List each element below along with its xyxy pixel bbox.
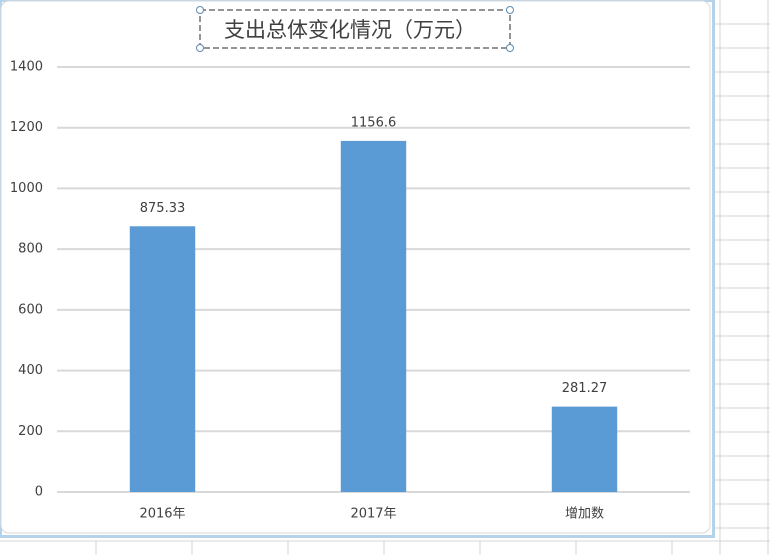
y-tick-label: 1000 <box>10 181 43 196</box>
y-tick-label: 0 <box>35 485 43 500</box>
y-tick-label: 200 <box>18 424 43 439</box>
data-label: 1156.6 <box>351 115 397 130</box>
bar <box>340 140 407 492</box>
title-selection <box>199 9 511 49</box>
bar <box>551 406 618 492</box>
chart-title[interactable]: 支出总体变化情况（万元） <box>224 18 476 42</box>
x-tick-label: 2016年 <box>139 507 185 522</box>
handle[interactable] <box>196 6 204 14</box>
y-tick-label: 1400 <box>10 60 43 75</box>
bar <box>129 226 196 492</box>
x-tick-label: 2017年 <box>350 507 396 522</box>
y-tick-label: 800 <box>18 242 43 257</box>
handle[interactable] <box>506 44 514 52</box>
y-tick-label: 600 <box>18 302 43 317</box>
x-tick-label: 增加数 <box>565 507 604 522</box>
data-label: 281.27 <box>562 381 608 396</box>
y-tick-label: 1200 <box>10 120 43 135</box>
data-label: 875.33 <box>140 201 186 216</box>
handle[interactable] <box>506 6 514 14</box>
handle[interactable] <box>196 44 204 52</box>
y-tick-label: 400 <box>18 363 43 378</box>
